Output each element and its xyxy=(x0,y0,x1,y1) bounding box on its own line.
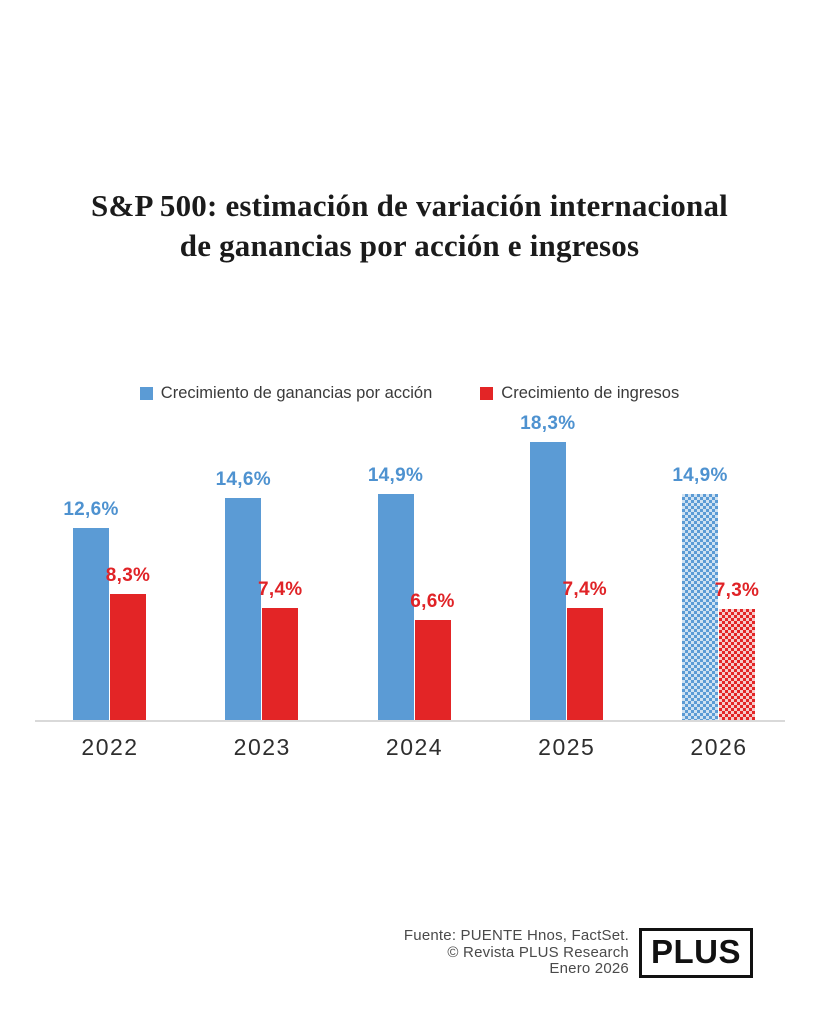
chart-legend: Crecimiento de ganancias por acción Crec… xyxy=(0,384,819,403)
chart-title-line2: de ganancias por acción e ingresos xyxy=(179,227,640,263)
bar-group-2024: 14,9% 6,6% 2024 xyxy=(368,430,455,760)
chart-title: S&P 500: estimación de variación interna… xyxy=(0,186,819,265)
source-line2: © Revista PLUS Research xyxy=(447,943,629,961)
legend-item-revenue: Crecimiento de ingresos xyxy=(480,384,679,403)
x-axis-label-2025: 2025 xyxy=(538,734,596,760)
x-axis-label-2026: 2026 xyxy=(690,734,748,760)
x-axis-label-2024: 2024 xyxy=(385,734,444,760)
bar-group-2025: 18,3% 7,4% 2025 xyxy=(520,413,608,760)
bar-value-label-revenue-2025: 7,4% xyxy=(562,579,608,600)
bar-eps-2022 xyxy=(73,528,109,720)
bar-eps-2023 xyxy=(225,498,262,720)
x-axis-label-2023: 2023 xyxy=(233,734,291,760)
footer: Fuente: PUENTE Hnos, FactSet. © Revista … xyxy=(404,928,753,978)
legend-swatch-eps xyxy=(139,387,153,400)
x-axis-label-2022: 2022 xyxy=(81,734,139,760)
bar-value-label-eps-2022: 12,6% xyxy=(63,499,119,520)
bar-revenue-2023 xyxy=(262,608,299,720)
bar-chart-plot-area: 12,6% 8,3% 2022 14,6% 7,4% 2023 14,9% 6,6% 2024 1… xyxy=(35,413,785,760)
source-attribution: Fuente: PUENTE Hnos, FactSet. © Revista … xyxy=(404,928,629,978)
bar-value-label-eps-2025: 18,3% xyxy=(520,413,576,434)
legend-label-eps: Crecimiento de ganancias por acción xyxy=(160,384,433,402)
bar-group-2026: 14,9% 7,3% 2026 xyxy=(672,430,759,760)
chart-title-line1: S&P 500: estimación de variación interna… xyxy=(91,188,728,223)
bar-eps-2026 xyxy=(682,494,718,720)
bar-revenue-2025 xyxy=(566,608,603,720)
source-line3: Enero 2026 xyxy=(549,960,629,978)
bar-value-label-eps-2024: 14,9% xyxy=(367,465,424,486)
bar-revenue-2026 xyxy=(719,609,755,720)
legend-label-revenue: Crecimiento de ingresos xyxy=(501,384,680,402)
bar-group-2022: 12,6% 8,3% 2022 xyxy=(63,430,150,760)
legend-item-eps: Crecimiento de ganancias por acción xyxy=(139,384,433,403)
bar-value-label-revenue-2024: 6,6% xyxy=(410,591,455,612)
bar-revenue-2022 xyxy=(110,594,146,720)
bar-value-label-revenue-2022: 8,3% xyxy=(105,565,151,586)
plus-logo: PLUS xyxy=(638,928,753,978)
legend-swatch-revenue xyxy=(480,387,494,400)
bar-revenue-2024 xyxy=(414,620,451,720)
bar-group-2023: 14,6% 7,4% 2023 xyxy=(216,430,303,760)
source-line1: Fuente: PUENTE Hnos, FactSet. xyxy=(403,927,629,945)
bar-value-label-revenue-2023: 7,4% xyxy=(257,579,303,600)
bar-value-label-revenue-2026: 7,3% xyxy=(714,580,760,601)
bar-eps-2025 xyxy=(529,442,566,720)
plus-logo-text: PLUS xyxy=(650,933,741,970)
bar-value-label-eps-2023: 14,6% xyxy=(215,469,271,490)
bar-eps-2024 xyxy=(377,494,414,720)
bar-value-label-eps-2026: 14,9% xyxy=(672,465,728,486)
